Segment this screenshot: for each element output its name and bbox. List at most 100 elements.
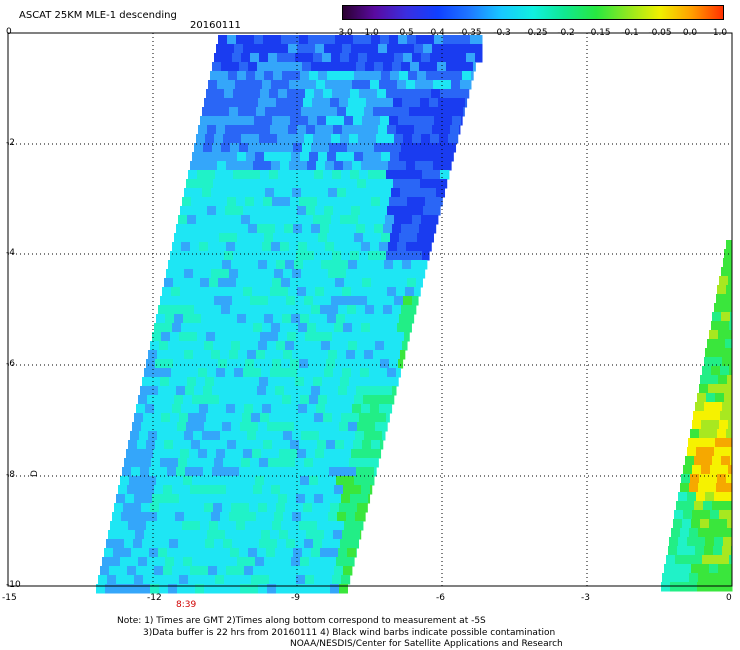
swath-pixel: [143, 575, 153, 585]
swath-pixel: [356, 62, 366, 72]
swath-pixel: [686, 546, 696, 556]
swath-pixel: [264, 233, 274, 243]
swath-pixel: [290, 116, 300, 126]
swath-pixel: [168, 260, 178, 270]
swath-pixel: [194, 305, 204, 315]
swath-pixel: [321, 584, 331, 594]
swath-pixel: [102, 557, 112, 567]
swath-pixel: [250, 539, 260, 549]
swath-pixel: [132, 584, 142, 594]
swath-pixel: [227, 116, 237, 126]
swath-pixel: [299, 278, 309, 288]
swath-pixel: [295, 215, 305, 225]
swath-pixel: [378, 44, 388, 54]
swath-pixel: [426, 71, 436, 81]
swath-pixel: [308, 197, 318, 207]
swath-pixel: [322, 215, 332, 225]
swath-pixel: [152, 332, 162, 342]
swath-pixel: [353, 521, 363, 531]
swath-pixel: [367, 215, 377, 225]
swath-pixel: [253, 404, 263, 414]
swath-pixel: [362, 359, 372, 369]
swath-pixel: [433, 161, 443, 171]
swath-pixel: [154, 485, 164, 495]
swath-pixel: [245, 116, 255, 126]
swath-pixel: [379, 242, 389, 252]
swath-pixel: [341, 494, 351, 504]
swath-pixel: [249, 260, 259, 270]
swath-pixel: [200, 197, 210, 207]
swath-pixel: [707, 339, 717, 349]
swath-pixel: [452, 35, 462, 45]
swath-pixel: [140, 548, 150, 558]
swath-pixel: [198, 449, 208, 459]
swath-pixel: [435, 152, 445, 162]
swath-pixel: [318, 476, 328, 486]
swath-pixel: [165, 314, 175, 324]
swath-pixel: [723, 258, 733, 268]
swath-pixel: [355, 350, 365, 360]
swath-pixel: [197, 413, 207, 423]
swath-pixel: [414, 287, 421, 297]
swath-pixel: [272, 197, 282, 207]
swath-pixel: [291, 395, 301, 405]
swath-pixel: [452, 116, 462, 126]
swath-pixel: [218, 359, 228, 369]
swath-pixel: [186, 341, 196, 351]
swath-pixel: [286, 296, 296, 306]
swath-pixel: [427, 188, 437, 198]
swath-pixel: [343, 242, 353, 252]
swath-pixel: [285, 260, 295, 270]
swath-pixel: [408, 71, 418, 81]
swath-pixel: [274, 512, 284, 522]
swath-pixel: [320, 224, 330, 234]
swath-pixel: [252, 44, 262, 54]
swath-pixel: [661, 582, 671, 592]
swath-pixel: [280, 242, 290, 252]
swath-pixel: [193, 350, 203, 360]
swath-pixel: [390, 152, 400, 162]
swath-pixel: [471, 71, 474, 81]
swath-pixel: [390, 71, 400, 81]
swath-pixel: [336, 395, 346, 405]
swath-pixel: [256, 512, 266, 522]
swath-pixel: [356, 467, 366, 477]
swath-pixel: [322, 539, 332, 549]
swath-pixel: [299, 116, 309, 126]
swath-pixel: [179, 332, 189, 342]
swath-pixel: [165, 557, 175, 567]
swath-pixel: [238, 512, 248, 522]
swath-pixel: [388, 242, 398, 252]
swath-pixel: [184, 188, 194, 198]
y-axis-tick-label: 0: [6, 27, 12, 37]
swath-pixel: [133, 458, 143, 468]
swath-pixel: [714, 537, 724, 547]
y-axis-tick-label: -2: [6, 138, 15, 148]
swath-pixel: [422, 251, 430, 261]
swath-pixel: [190, 323, 200, 333]
swath-pixel: [315, 368, 325, 378]
swath-pixel: [378, 368, 388, 378]
swath-pixel: [346, 512, 356, 522]
swath-pixel: [336, 476, 346, 486]
swath-pixel: [300, 314, 310, 324]
swath-pixel: [346, 431, 356, 441]
swath-pixel: [230, 143, 240, 153]
swath-pixel: [335, 359, 345, 369]
swath-pixel: [727, 330, 733, 340]
swath-pixel: [253, 323, 263, 333]
swath-pixel: [355, 269, 365, 279]
swath-pixel: [332, 413, 342, 423]
swath-pixel: [426, 233, 434, 243]
swath-pixel: [378, 449, 382, 459]
swath-pixel: [180, 449, 190, 459]
swath-pixel: [346, 269, 356, 279]
swath-pixel: [244, 161, 254, 171]
swath-pixel: [449, 89, 459, 99]
swath-pixel: [356, 548, 357, 558]
swath-pixel: [247, 350, 257, 360]
swath-pixel: [226, 566, 236, 576]
swath-pixel: [240, 179, 250, 189]
swath-pixel: [370, 404, 380, 414]
swath-pixel: [180, 368, 190, 378]
